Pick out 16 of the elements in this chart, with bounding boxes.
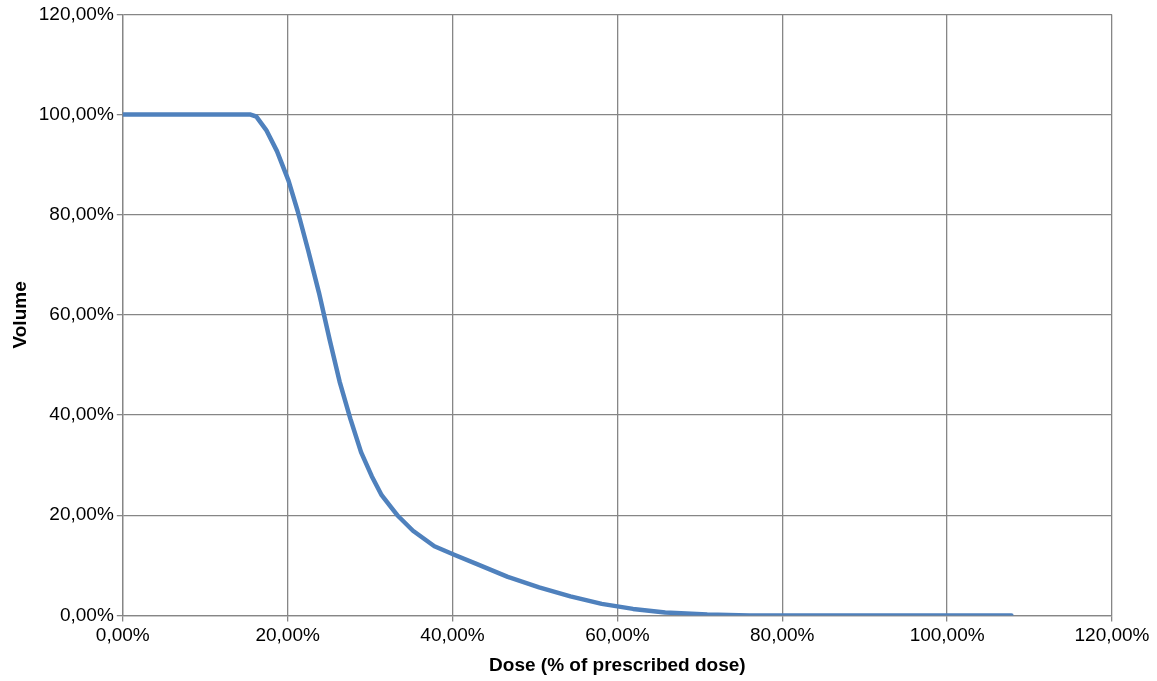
y-tick-label: 40,00%: [49, 403, 114, 425]
x-tick-label: 60,00%: [585, 624, 650, 646]
x-tick-label: 100,00%: [909, 624, 985, 646]
y-tick-label: 80,00%: [49, 202, 114, 224]
y-tick-label: 120,00%: [38, 2, 114, 24]
x-tick-label: 40,00%: [420, 624, 485, 646]
x-axis-title: Dose (% of prescribed dose): [489, 653, 746, 675]
y-tick-label: 60,00%: [49, 303, 114, 325]
y-axis-title: Volume: [8, 281, 30, 349]
x-tick-label: 80,00%: [750, 624, 815, 646]
x-tick-label: 20,00%: [255, 624, 320, 646]
y-tick-label: 20,00%: [49, 503, 114, 525]
x-tick-label: 120,00%: [1074, 624, 1150, 646]
x-tick-label: 0,00%: [95, 624, 150, 646]
y-tick-label: 0,00%: [59, 603, 114, 625]
y-tick-label: 100,00%: [38, 102, 114, 124]
